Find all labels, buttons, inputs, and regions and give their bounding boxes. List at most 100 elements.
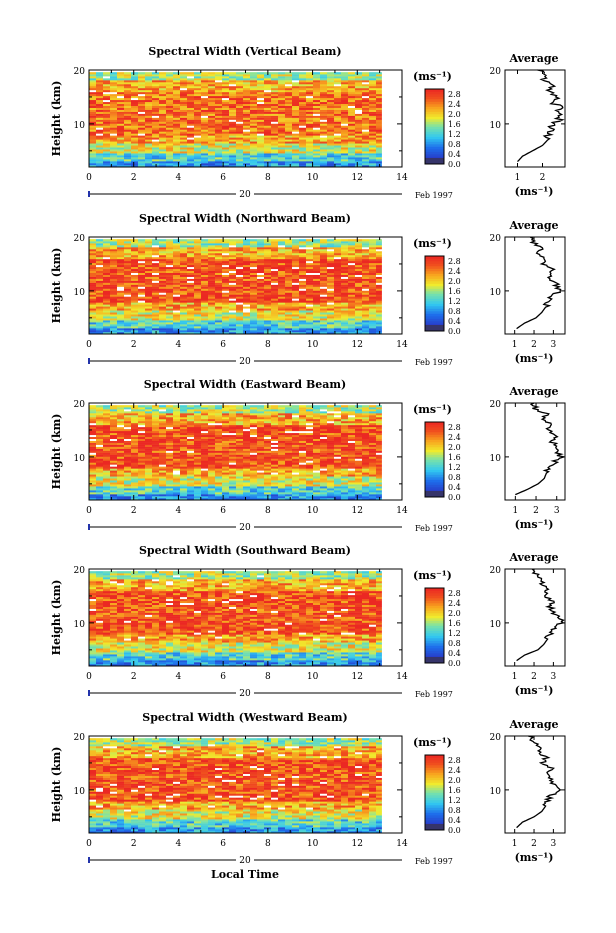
heatmap-cell [243, 494, 250, 496]
heatmap-cell [334, 241, 341, 243]
heatmap-cell [236, 110, 243, 112]
heatmap-cell [243, 131, 250, 133]
heatmap-cell [103, 279, 110, 281]
heatmap-cell [369, 129, 376, 131]
heatmap-cell [215, 108, 222, 110]
heatmap-cell [334, 102, 341, 104]
heatmap-cell [243, 96, 250, 98]
heatmap-cell [278, 96, 285, 98]
heatmap-cell [194, 153, 201, 155]
heatmap-cell [103, 239, 110, 241]
heatmap-cell [215, 466, 222, 468]
heatmap-cell [194, 131, 201, 133]
heatmap-cell [334, 300, 341, 302]
heatmap-cell [201, 143, 208, 145]
colorbar-tick-label: 1.2 [448, 130, 461, 139]
heatmap-cell [285, 74, 292, 76]
heatmap-cell [208, 139, 215, 141]
heatmap-cell [103, 259, 110, 261]
heatmap-cell [96, 163, 103, 165]
heatmap-cell [138, 157, 145, 159]
heatmap-cell [229, 239, 236, 241]
heatmap-cell [236, 330, 243, 332]
heatmap-cell [180, 145, 187, 147]
heatmap-cell [138, 108, 145, 110]
heatmap-cell [229, 310, 236, 312]
heatmap-cell [327, 294, 334, 296]
heatmap-cell [264, 484, 271, 486]
heatmap-cell [215, 139, 222, 141]
heatmap-cell [334, 84, 341, 86]
heatmap-cell [369, 482, 376, 484]
heatmap-cell [313, 139, 320, 141]
heatmap-cell [306, 147, 313, 149]
heatmap-cell [285, 139, 292, 141]
heatmap-cell [96, 486, 103, 488]
heatmap-cell [117, 261, 124, 263]
heatmap-cell [229, 289, 236, 291]
heatmap-cell [362, 265, 369, 267]
heatmap-cell [222, 289, 229, 291]
heatmap-cell [201, 480, 208, 482]
heatmap-cell [187, 494, 194, 496]
heatmap-cell [173, 261, 180, 263]
heatmap-cell [355, 257, 362, 259]
heatmap-cell [341, 88, 348, 90]
heatmap-cell [215, 273, 222, 275]
heatmap-cell [292, 253, 299, 255]
heatmap-cell [362, 482, 369, 484]
heatmap-cell [243, 116, 250, 118]
heatmap-cell [138, 322, 145, 324]
heatmap-cell [215, 490, 222, 492]
heatmap-cell [229, 157, 236, 159]
heatmap-cell [250, 149, 257, 151]
heatmap-cell [159, 314, 166, 316]
heatmap-cell [215, 143, 222, 145]
heatmap-cell [306, 472, 313, 474]
heatmap-cell [124, 106, 131, 108]
heatmap-cell [103, 277, 110, 279]
heatmap-cell [159, 255, 166, 257]
heatmap-cell [229, 98, 236, 100]
heatmap-cell [201, 265, 208, 267]
heatmap-cell [152, 241, 159, 243]
heatmap-cell [285, 259, 292, 261]
heatmap-cell [187, 249, 194, 251]
heatmap-cell [306, 322, 313, 324]
heatmap-cell [292, 122, 299, 124]
heatmap-cell [145, 126, 152, 128]
heatmap-cell [264, 92, 271, 94]
x-tick-label: 2 [131, 173, 137, 183]
heatmap-cell [271, 476, 278, 478]
heatmap-cell [96, 82, 103, 84]
heatmap-cell [243, 472, 250, 474]
heatmap-cell [278, 141, 285, 143]
heatmap-cell [124, 151, 131, 153]
heatmap-cell [355, 110, 362, 112]
heatmap-cell [222, 139, 229, 141]
heatmap-cell [278, 300, 285, 302]
heatmap-cell [131, 110, 138, 112]
heatmap-cell [201, 261, 208, 263]
heatmap-cell [173, 285, 180, 287]
heatmap-cell [341, 133, 348, 135]
heatmap-cell [278, 159, 285, 161]
heatmap-cell [194, 129, 201, 131]
heatmap-cell [187, 490, 194, 492]
heatmap-cell [313, 480, 320, 482]
heatmap-cell [320, 120, 327, 122]
heatmap-cell [369, 143, 376, 145]
heatmap-cell [369, 131, 376, 133]
heatmap-cell [145, 106, 152, 108]
heatmap-cell [138, 472, 145, 474]
heatmap-cell [264, 275, 271, 277]
heatmap-cell [201, 133, 208, 135]
heatmap-cell [187, 255, 194, 257]
heatmap-cell [236, 86, 243, 88]
heatmap-cell [292, 163, 299, 165]
heatmap-cell [243, 239, 250, 241]
heatmap-cell [278, 106, 285, 108]
heatmap-cell [306, 251, 313, 253]
heatmap-cell [222, 283, 229, 285]
heatmap-cell [138, 129, 145, 131]
